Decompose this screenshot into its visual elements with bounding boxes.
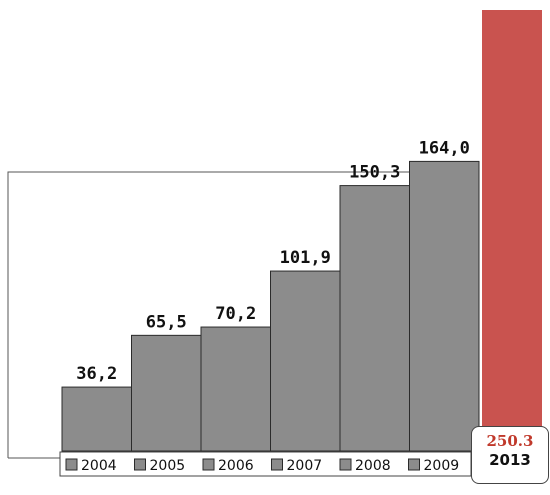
bar-2009 xyxy=(409,160,480,452)
bars xyxy=(61,160,480,452)
bar-2004 xyxy=(61,386,132,452)
bar-2008 xyxy=(339,185,410,452)
highlight-value-label: 250.3 xyxy=(486,432,534,450)
value-labels: 36,2 65,5 70,2 101,9 150,3 164,0 xyxy=(76,138,470,384)
value-label-2008: 150,3 xyxy=(349,163,400,183)
highlight-label-box: 250.3 2013 xyxy=(471,426,549,484)
legend-label-2008: 2008 xyxy=(355,458,391,474)
bar-2007 xyxy=(270,270,341,452)
highlight-bar-2013 xyxy=(480,8,544,430)
legend-label-2007: 2007 xyxy=(287,458,323,474)
legend-swatch-2008 xyxy=(339,458,352,471)
legend-swatch-2007 xyxy=(271,458,283,471)
legend-label-2006: 2006 xyxy=(218,458,254,474)
legend-box xyxy=(59,451,472,477)
value-label-2006: 70,2 xyxy=(215,304,256,324)
value-label-2007: 101,9 xyxy=(280,248,331,268)
legend-label-2005: 2005 xyxy=(150,458,186,474)
legend-swatch-2009 xyxy=(408,458,420,471)
legend-swatch-2005 xyxy=(134,458,146,471)
value-label-2005: 65,5 xyxy=(146,312,187,332)
legend-swatch-2006 xyxy=(202,458,215,471)
highlight-year-label: 2013 xyxy=(489,451,531,469)
legend-label-2009: 2009 xyxy=(424,458,460,474)
bar-2006 xyxy=(200,326,271,452)
plot-frame xyxy=(7,171,478,458)
legend: 2004 2005 2006 2007 2008 2009 xyxy=(65,458,460,474)
bar-2005 xyxy=(131,334,202,452)
legend-label-2004: 2004 xyxy=(81,458,117,474)
value-label-2004: 36,2 xyxy=(76,364,117,384)
legend-swatch-2004 xyxy=(65,458,78,471)
value-label-2009: 164,0 xyxy=(419,138,470,158)
